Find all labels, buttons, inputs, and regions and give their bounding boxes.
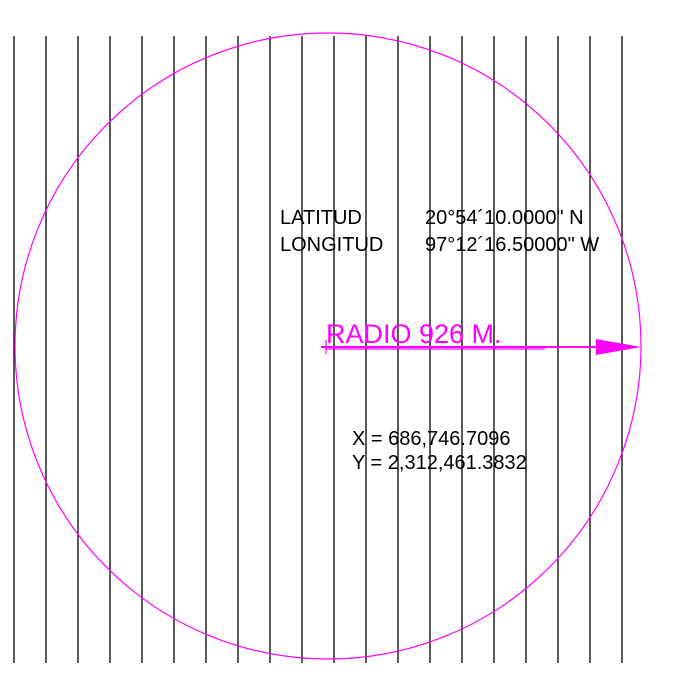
coordinates-block: LATITUD 20°54´10.0000" N LONGITUD 97°12´… — [280, 207, 599, 256]
latitud-label: LATITUD — [280, 207, 362, 229]
longitud-label: LONGITUD — [280, 234, 383, 256]
projection-block: X = 686,746.7096 Y = 2,312,461.3832 — [352, 428, 527, 474]
x-coordinate: X = 686,746.7096 — [352, 428, 510, 450]
y-coordinate: Y = 2,312,461.3832 — [352, 452, 527, 474]
arrow-head-icon — [596, 339, 641, 355]
radius-label: RADIO 926 M. — [326, 319, 502, 349]
longitud-value: 97°12´16.50000" W — [425, 234, 599, 256]
latitud-value: 20°54´10.0000" N — [425, 207, 584, 229]
radius-arrow: RADIO 926 M. — [321, 319, 641, 355]
radius-circle — [14, 32, 642, 660]
